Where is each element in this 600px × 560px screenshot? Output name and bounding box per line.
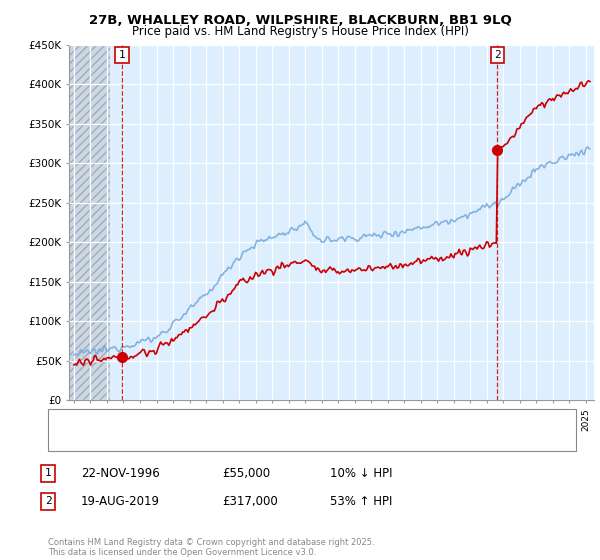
Text: 27B, WHALLEY ROAD, WILPSHIRE, BLACKBURN, BB1 9LQ: 27B, WHALLEY ROAD, WILPSHIRE, BLACKBURN,…	[89, 14, 511, 27]
Text: Price paid vs. HM Land Registry's House Price Index (HPI): Price paid vs. HM Land Registry's House …	[131, 25, 469, 38]
Text: 19-AUG-2019: 19-AUG-2019	[81, 494, 160, 508]
Text: 22-NOV-1996: 22-NOV-1996	[81, 466, 160, 480]
Text: Contains HM Land Registry data © Crown copyright and database right 2025.
This d: Contains HM Land Registry data © Crown c…	[48, 538, 374, 557]
Text: £55,000: £55,000	[222, 466, 270, 480]
Text: £317,000: £317,000	[222, 494, 278, 508]
Text: 10% ↓ HPI: 10% ↓ HPI	[330, 466, 392, 480]
Text: 2: 2	[494, 50, 500, 60]
Text: 2: 2	[44, 496, 52, 506]
Text: 27B, WHALLEY ROAD, WILPSHIRE, BLACKBURN, BB1 9LQ (semi-detached house): 27B, WHALLEY ROAD, WILPSHIRE, BLACKBURN,…	[102, 416, 503, 426]
Text: 1: 1	[118, 50, 125, 60]
Text: 1: 1	[44, 468, 52, 478]
Bar	[69, 45, 110, 400]
Text: HPI: Average price, semi-detached house, Ribble Valley: HPI: Average price, semi-detached house,…	[102, 434, 378, 444]
Text: 53% ↑ HPI: 53% ↑ HPI	[330, 494, 392, 508]
